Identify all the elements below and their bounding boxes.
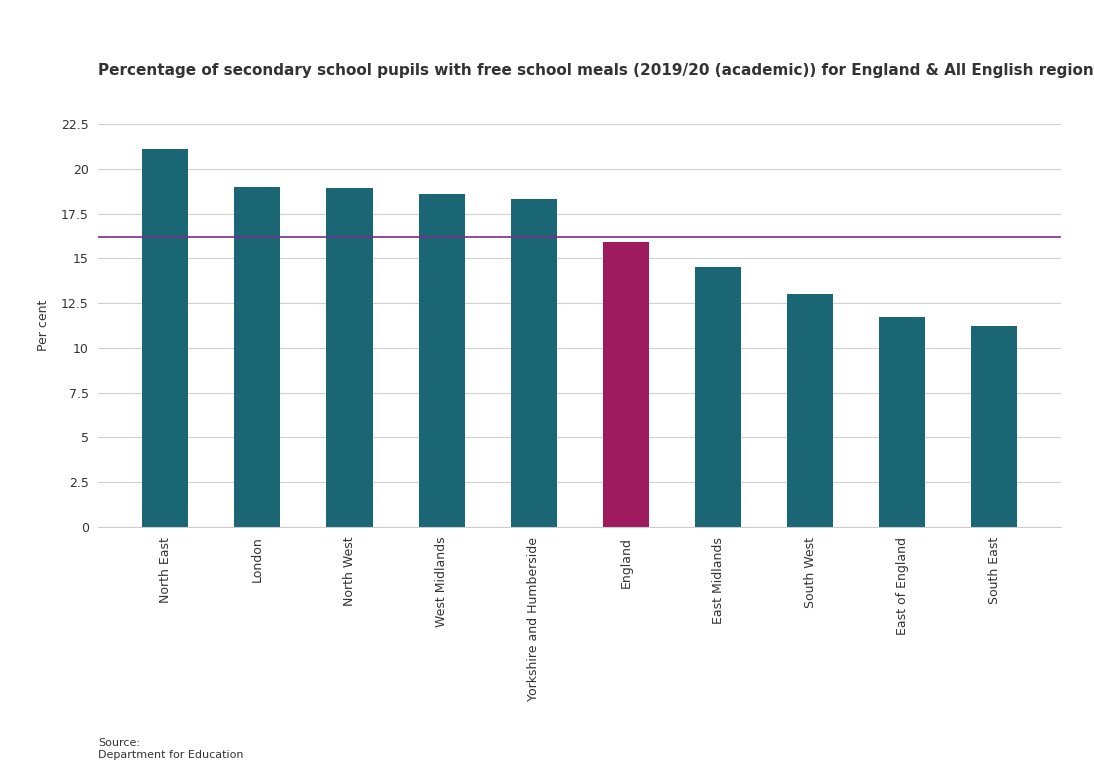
Text: Source:
Department for Education: Source: Department for Education: [98, 738, 244, 760]
Bar: [695, 267, 741, 527]
Bar: [326, 188, 373, 527]
Bar: [234, 187, 280, 527]
Y-axis label: Per cent: Per cent: [37, 300, 49, 351]
Bar: [971, 326, 1017, 527]
Bar: [787, 294, 834, 527]
Text: Percentage of secondary school pupils with free school meals (2019/20 (academic): Percentage of secondary school pupils wi…: [98, 63, 1094, 78]
Bar: [603, 243, 649, 527]
Bar: [142, 149, 188, 527]
Bar: [880, 318, 926, 527]
Bar: [511, 199, 557, 527]
Bar: [419, 194, 465, 527]
